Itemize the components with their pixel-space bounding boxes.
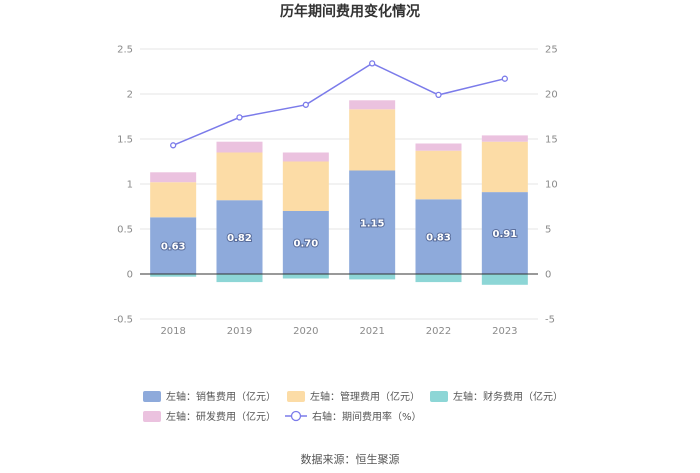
right-tick-label: 0 — [545, 270, 551, 281]
bar-value-label: 0.63 — [161, 242, 186, 253]
bar-segment — [481, 274, 528, 285]
x-tick-label: 2019 — [227, 326, 252, 337]
bar-segment — [150, 182, 197, 218]
rate-point — [170, 142, 177, 149]
bar-data-labels: 0.63 0.82 0.70 1.15 0.83 0.91 — [160, 217, 518, 253]
bar-segment — [282, 274, 329, 279]
bar-segment — [282, 211, 329, 274]
bar-value-label: 1.15 — [360, 218, 385, 229]
legend-swatch — [143, 411, 161, 422]
x-tick-label: 2023 — [492, 326, 517, 337]
legend-label: 左轴：研发费用（亿元） — [166, 410, 276, 423]
right-tick-label: 10 — [545, 180, 558, 191]
x-tick-label: 2022 — [426, 326, 451, 337]
rate-point — [369, 60, 376, 67]
bar-series — [150, 100, 528, 285]
left-tick-label: 0 — [127, 270, 133, 281]
bar-segment — [282, 161, 329, 211]
right-tick-label: 5 — [545, 225, 551, 236]
legend-swatch — [430, 391, 448, 402]
rate-point — [501, 75, 508, 82]
chart-title: 历年期间费用变化情况 — [280, 3, 420, 20]
bar-segment — [150, 274, 197, 277]
x-tick-label: 2018 — [160, 326, 185, 337]
right-tick-label: 25 — [545, 45, 558, 56]
bar-segment — [349, 100, 396, 110]
bar-segment — [415, 274, 462, 283]
legend-marker — [290, 410, 302, 422]
bar-segment — [481, 141, 528, 193]
bar-segment — [481, 192, 528, 274]
bar-segment — [481, 135, 528, 142]
right-tick-label: 20 — [545, 90, 558, 101]
grid-lines — [140, 48, 538, 320]
bar-segment — [349, 274, 396, 280]
left-tick-label: 0.5 — [117, 225, 133, 236]
x-tick-label: 2020 — [293, 326, 318, 337]
bar-segment — [216, 274, 263, 283]
left-tick-label: 2.5 — [117, 45, 133, 56]
rate-line — [172, 62, 506, 146]
legend: 左轴：销售费用（亿元） 左轴：管理费用（亿元） 左轴：财务费用（亿元） 左轴：研发费用… — [143, 390, 563, 423]
source-note: 数据来源：恒生聚源 — [301, 452, 400, 466]
rate-point — [236, 114, 243, 121]
bar-segment — [415, 143, 462, 151]
bar-value-label: 0.70 — [293, 239, 318, 250]
bar-segment — [349, 109, 396, 171]
x-tick-label: 2021 — [359, 326, 384, 337]
legend-label: 左轴：财务费用（亿元） — [453, 390, 563, 403]
bar-value-label: 0.91 — [492, 229, 517, 240]
bar-segment — [150, 217, 197, 274]
legend-swatch — [143, 391, 161, 402]
legend-swatch — [287, 391, 305, 402]
right-tick-label: 15 — [545, 135, 558, 146]
left-tick-label: 2 — [127, 90, 133, 101]
left-tick-label: 1.5 — [117, 135, 133, 146]
bar-segment — [282, 152, 329, 162]
bar-value-label: 0.82 — [227, 233, 252, 244]
bar-segment — [349, 170, 396, 274]
legend-label: 左轴：管理费用（亿元） — [310, 390, 420, 403]
bar-segment — [415, 199, 462, 274]
legend-label: 左轴：销售费用（亿元） — [166, 390, 276, 403]
right-axis-ticks: -5 0 5 10 15 20 25 — [545, 45, 558, 326]
left-axis-ticks: -0.5 0 0.5 1 1.5 2 2.5 — [113, 45, 133, 326]
bar-segment — [415, 150, 462, 200]
bar-segment — [216, 141, 263, 153]
rate-line-series — [170, 60, 508, 149]
bar-segment — [216, 152, 263, 201]
bar-value-label: 0.83 — [426, 233, 451, 244]
rate-point — [435, 91, 442, 99]
bar-segment — [150, 172, 197, 183]
right-tick-label: -5 — [545, 315, 555, 326]
legend-label: 右轴：期间费用率（%） — [312, 410, 422, 423]
bar-segment — [216, 200, 263, 274]
left-tick-label: -0.5 — [113, 315, 133, 326]
rate-point — [302, 101, 309, 108]
left-tick-label: 1 — [127, 180, 133, 191]
x-axis-ticks: 2018 2019 2020 2021 2022 2023 — [160, 326, 517, 337]
